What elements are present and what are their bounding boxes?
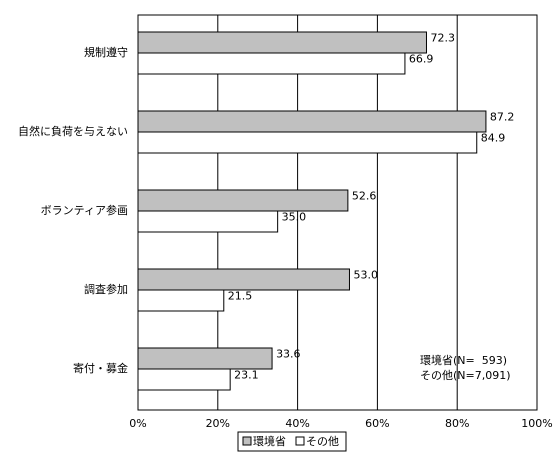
value-label: 52.6: [352, 190, 377, 203]
bar: [137, 210, 279, 233]
value-label: 84.9: [481, 132, 506, 145]
value-label: 72.3: [430, 32, 455, 45]
value-label: 87.2: [490, 111, 514, 124]
y-tick-label: 寄付・募金: [73, 361, 128, 375]
legend-swatch: [242, 436, 252, 446]
x-tick-label: 100%: [521, 417, 552, 430]
bar: [137, 368, 231, 391]
legend-label: 環境省: [253, 434, 286, 448]
value-label: 23.1: [234, 369, 259, 382]
value-label: 66.9: [409, 53, 434, 66]
legend-swatch: [295, 436, 305, 446]
value-label: 53.0: [353, 269, 378, 282]
value-label: 33.6: [276, 348, 301, 361]
bar: [137, 289, 225, 312]
value-label: 21.5: [228, 290, 253, 303]
x-tick-label: 20%: [206, 417, 230, 430]
annotation: 環境省(N= 593): [420, 353, 507, 367]
bar: [137, 131, 478, 154]
x-tick-label: 60%: [365, 417, 389, 430]
value-label: 35.0: [282, 211, 307, 224]
bar: [137, 347, 273, 370]
y-tick-label: 規制遵守: [84, 45, 128, 59]
bar: [137, 52, 406, 75]
bar: [137, 110, 487, 133]
x-tick-label: 40%: [285, 417, 309, 430]
y-tick-label: 調査参加: [84, 282, 128, 296]
bar: [137, 31, 427, 54]
y-tick-label: ボランティア参画: [41, 203, 128, 217]
x-tick-label: 0%: [129, 417, 146, 430]
y-tick-label: 自然に負荷を与えない: [18, 124, 128, 138]
x-tick-label: 80%: [445, 417, 469, 430]
bar: [137, 189, 349, 212]
legend-box: [237, 431, 347, 452]
annotation: その他(N=7,091): [420, 369, 511, 382]
bar: [137, 268, 350, 291]
legend-label: その他: [306, 435, 339, 448]
